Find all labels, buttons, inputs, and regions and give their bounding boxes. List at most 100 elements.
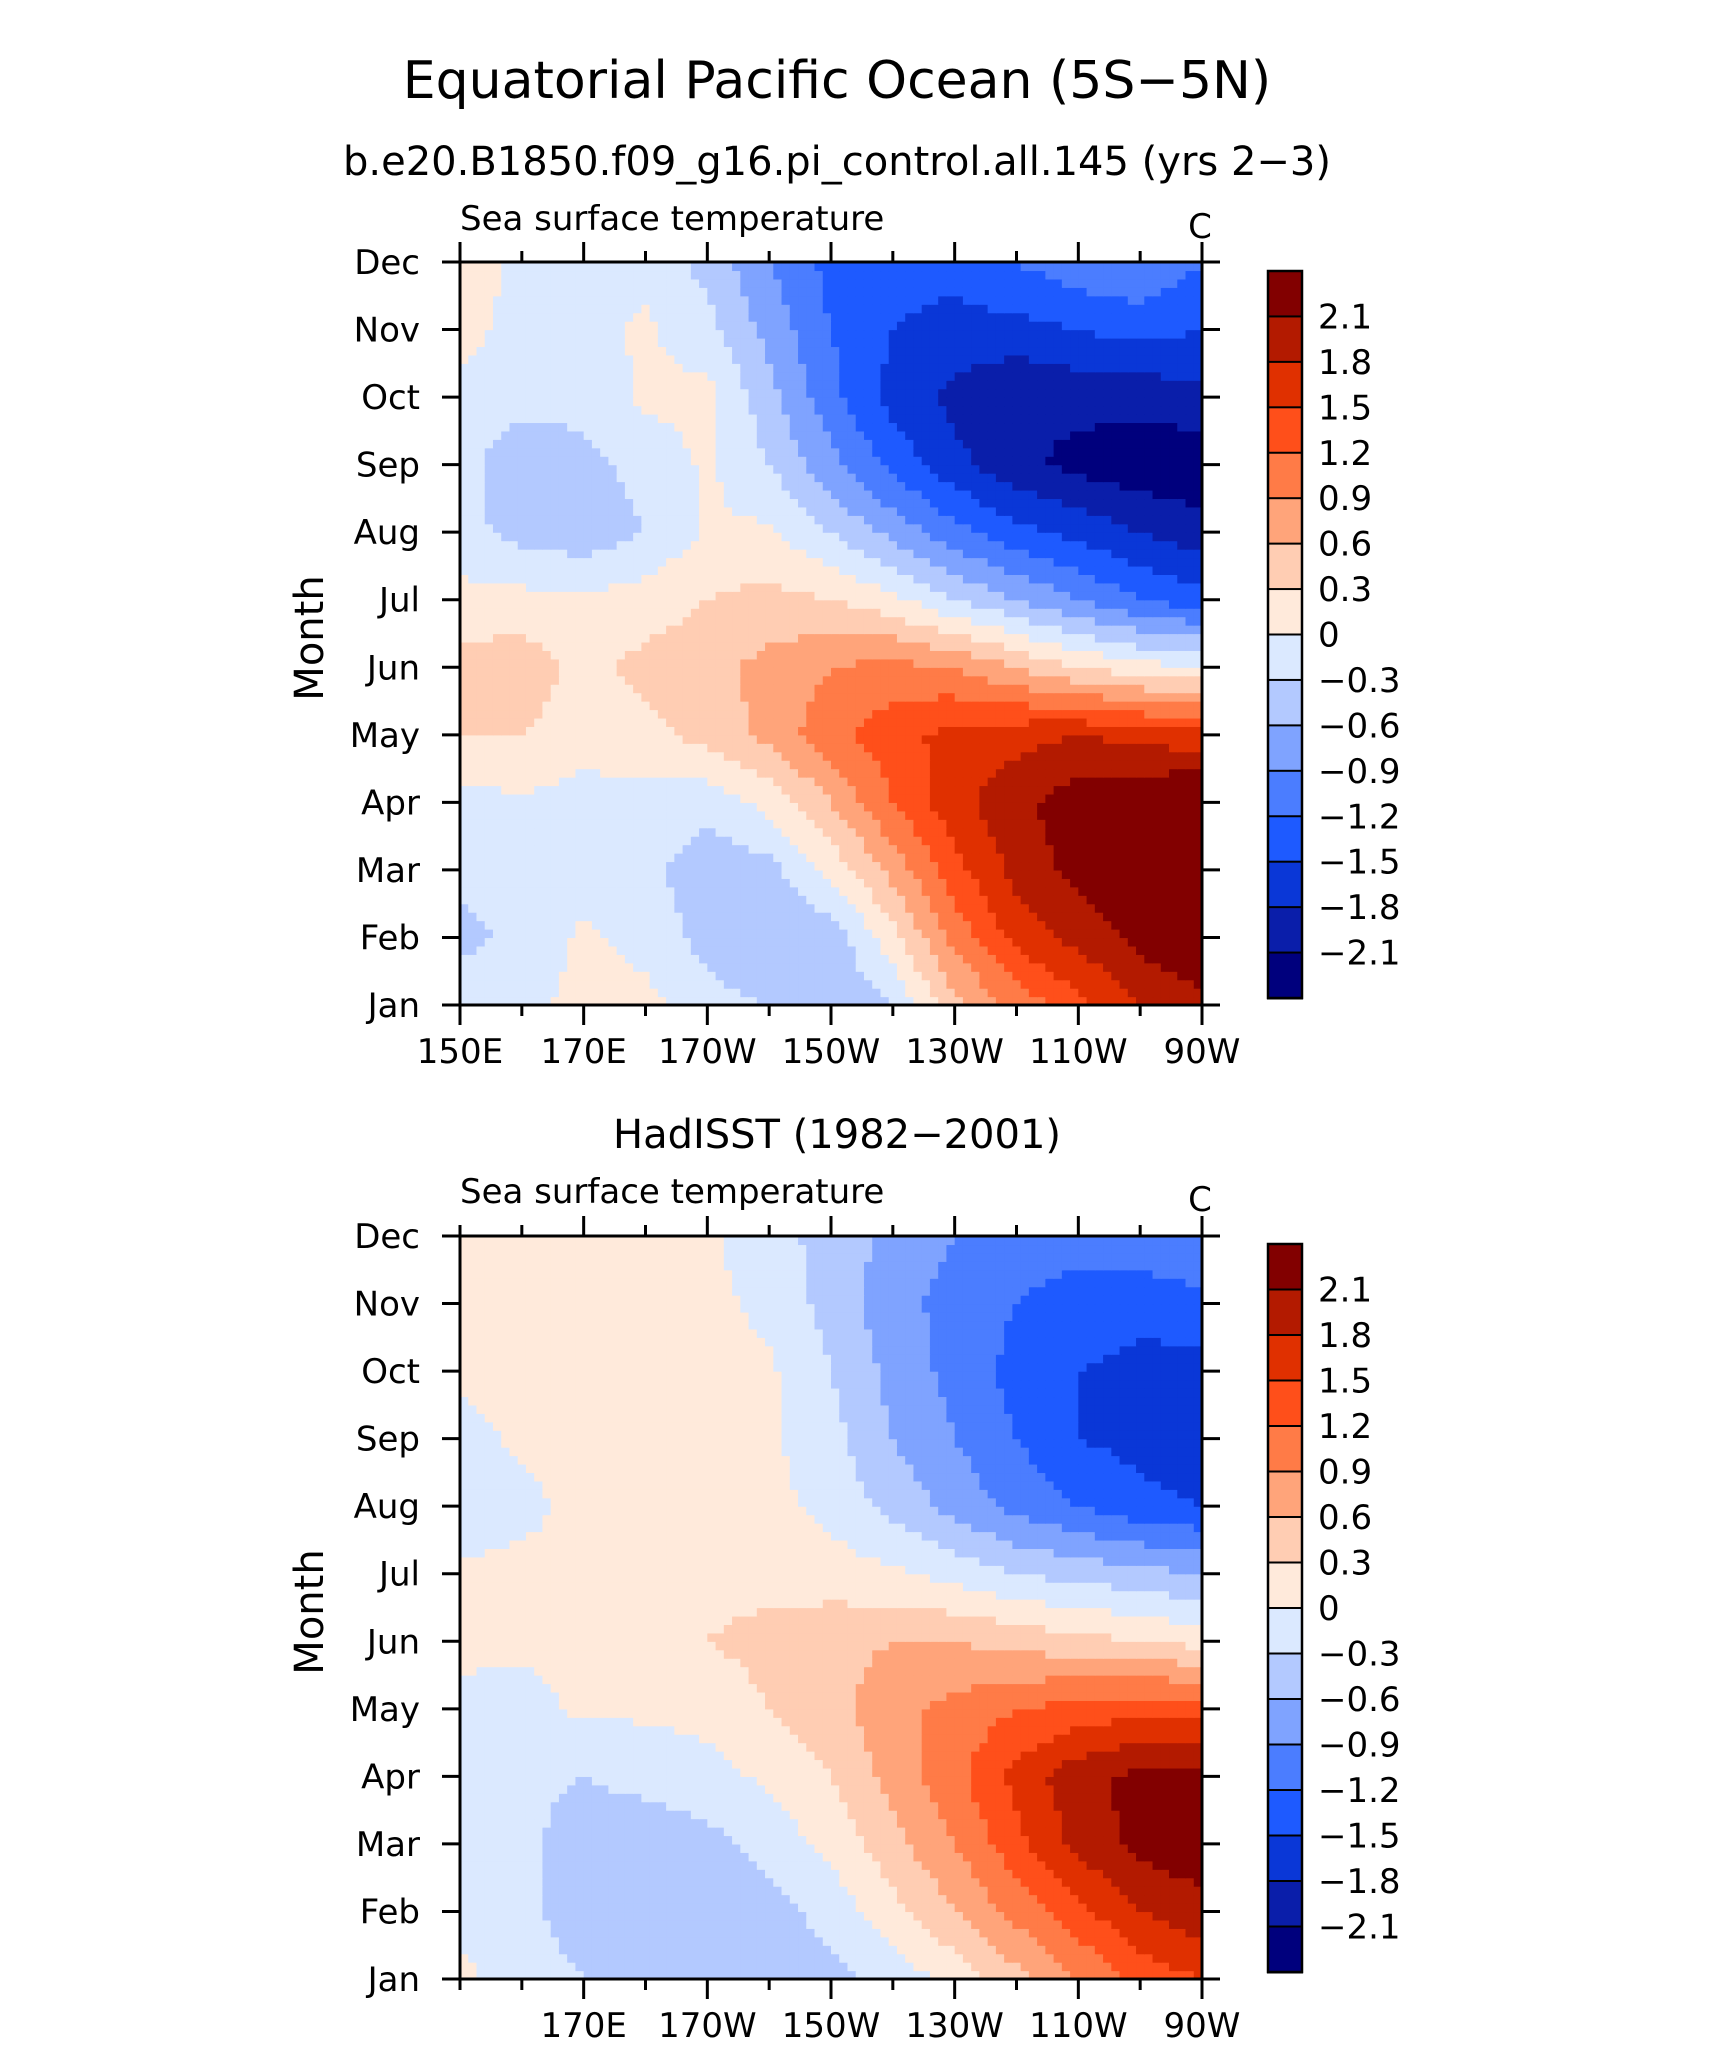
field-cell <box>501 625 511 635</box>
field-cell <box>1136 844 1145 854</box>
field-cell <box>756 937 766 947</box>
field-cell <box>913 667 923 677</box>
field-cell <box>814 667 824 677</box>
field-cell <box>863 878 873 888</box>
field-cell <box>492 929 502 939</box>
field-cell <box>971 625 980 635</box>
field-cell <box>1094 557 1104 567</box>
field-cell <box>1094 701 1104 711</box>
field-cell <box>460 945 469 955</box>
field-cell <box>1012 836 1022 846</box>
field-cell <box>550 979 560 989</box>
field-cell <box>888 827 898 837</box>
field-cell <box>1094 625 1104 635</box>
field-cell <box>971 903 980 913</box>
field-cell <box>558 760 568 770</box>
field-cell <box>938 819 948 829</box>
field-cell <box>962 616 972 626</box>
field-cell <box>1053 869 1063 879</box>
field-cell <box>1152 903 1162 913</box>
field-cell <box>979 937 989 947</box>
field-cell <box>1144 768 1154 778</box>
field-cell <box>1136 760 1145 770</box>
field-cell <box>600 836 609 846</box>
field-cell <box>699 557 708 567</box>
field-cell <box>1053 675 1063 685</box>
field-cell <box>765 675 774 685</box>
field-cell <box>657 751 667 761</box>
field-cell <box>517 920 527 930</box>
field-cell <box>781 574 791 584</box>
field-cell <box>905 540 915 550</box>
field-cell <box>484 827 494 837</box>
field-cell <box>715 591 725 601</box>
field-cell <box>863 853 873 863</box>
field-cell <box>575 717 585 727</box>
field-cell <box>1078 878 1088 888</box>
field-cell <box>484 971 494 981</box>
field-cell <box>1119 819 1129 829</box>
field-cell <box>723 734 733 744</box>
field-cell <box>995 929 1005 939</box>
field-cell <box>929 920 939 930</box>
field-cell <box>1094 608 1104 618</box>
field-cell <box>1185 549 1195 559</box>
field-cell <box>880 844 890 854</box>
field-cell <box>1103 937 1112 947</box>
field-cell <box>921 945 931 955</box>
field-cell <box>938 717 948 727</box>
field-cell <box>1111 557 1121 567</box>
field-cell <box>1136 827 1145 837</box>
field-cell <box>641 549 651 559</box>
field-cell <box>995 557 1005 567</box>
field-cell <box>517 684 527 694</box>
field-cell <box>1152 912 1162 922</box>
field-cell <box>666 903 675 913</box>
field-cell <box>468 532 478 542</box>
field-cell <box>1086 768 1096 778</box>
field-cell <box>583 667 593 677</box>
field-cell <box>756 853 766 863</box>
field-cell <box>558 751 568 761</box>
field-cell <box>822 996 832 1006</box>
field-cell <box>558 929 568 939</box>
field-cell <box>1094 667 1104 677</box>
field-cell <box>517 979 527 989</box>
field-cell <box>905 886 915 896</box>
field-cell <box>633 869 642 879</box>
field-cell <box>649 633 659 643</box>
field-cell <box>740 853 750 863</box>
field-cell <box>674 802 684 812</box>
field-cell <box>971 861 980 871</box>
field-cell <box>1094 945 1104 955</box>
field-cell <box>1160 819 1170 829</box>
field-cell <box>855 861 865 871</box>
field-cell <box>1193 557 1203 567</box>
field-cell <box>1037 768 1046 778</box>
field-cell <box>1020 684 1030 694</box>
field-cell <box>765 540 774 550</box>
field-cell <box>756 895 766 905</box>
field-cell <box>1111 641 1121 651</box>
field-cell <box>954 793 964 803</box>
field-cell <box>600 979 609 989</box>
field-cell <box>674 920 684 930</box>
field-cell <box>707 777 717 787</box>
field-cell <box>624 954 634 964</box>
field-cell <box>987 878 997 888</box>
field-cell <box>525 777 535 787</box>
field-cell <box>1185 667 1195 677</box>
field-cell <box>1004 557 1013 567</box>
field-cell <box>567 802 577 812</box>
field-cell <box>1119 574 1129 584</box>
field-cell <box>1193 861 1203 871</box>
field-cell <box>1037 633 1046 643</box>
field-cell <box>1078 954 1088 964</box>
field-cell <box>1078 895 1088 905</box>
field-cell <box>938 599 948 609</box>
field-cell <box>1053 895 1063 905</box>
field-cell <box>699 743 708 753</box>
field-cell <box>1061 920 1071 930</box>
field-cell <box>1144 802 1154 812</box>
field-cell <box>558 793 568 803</box>
